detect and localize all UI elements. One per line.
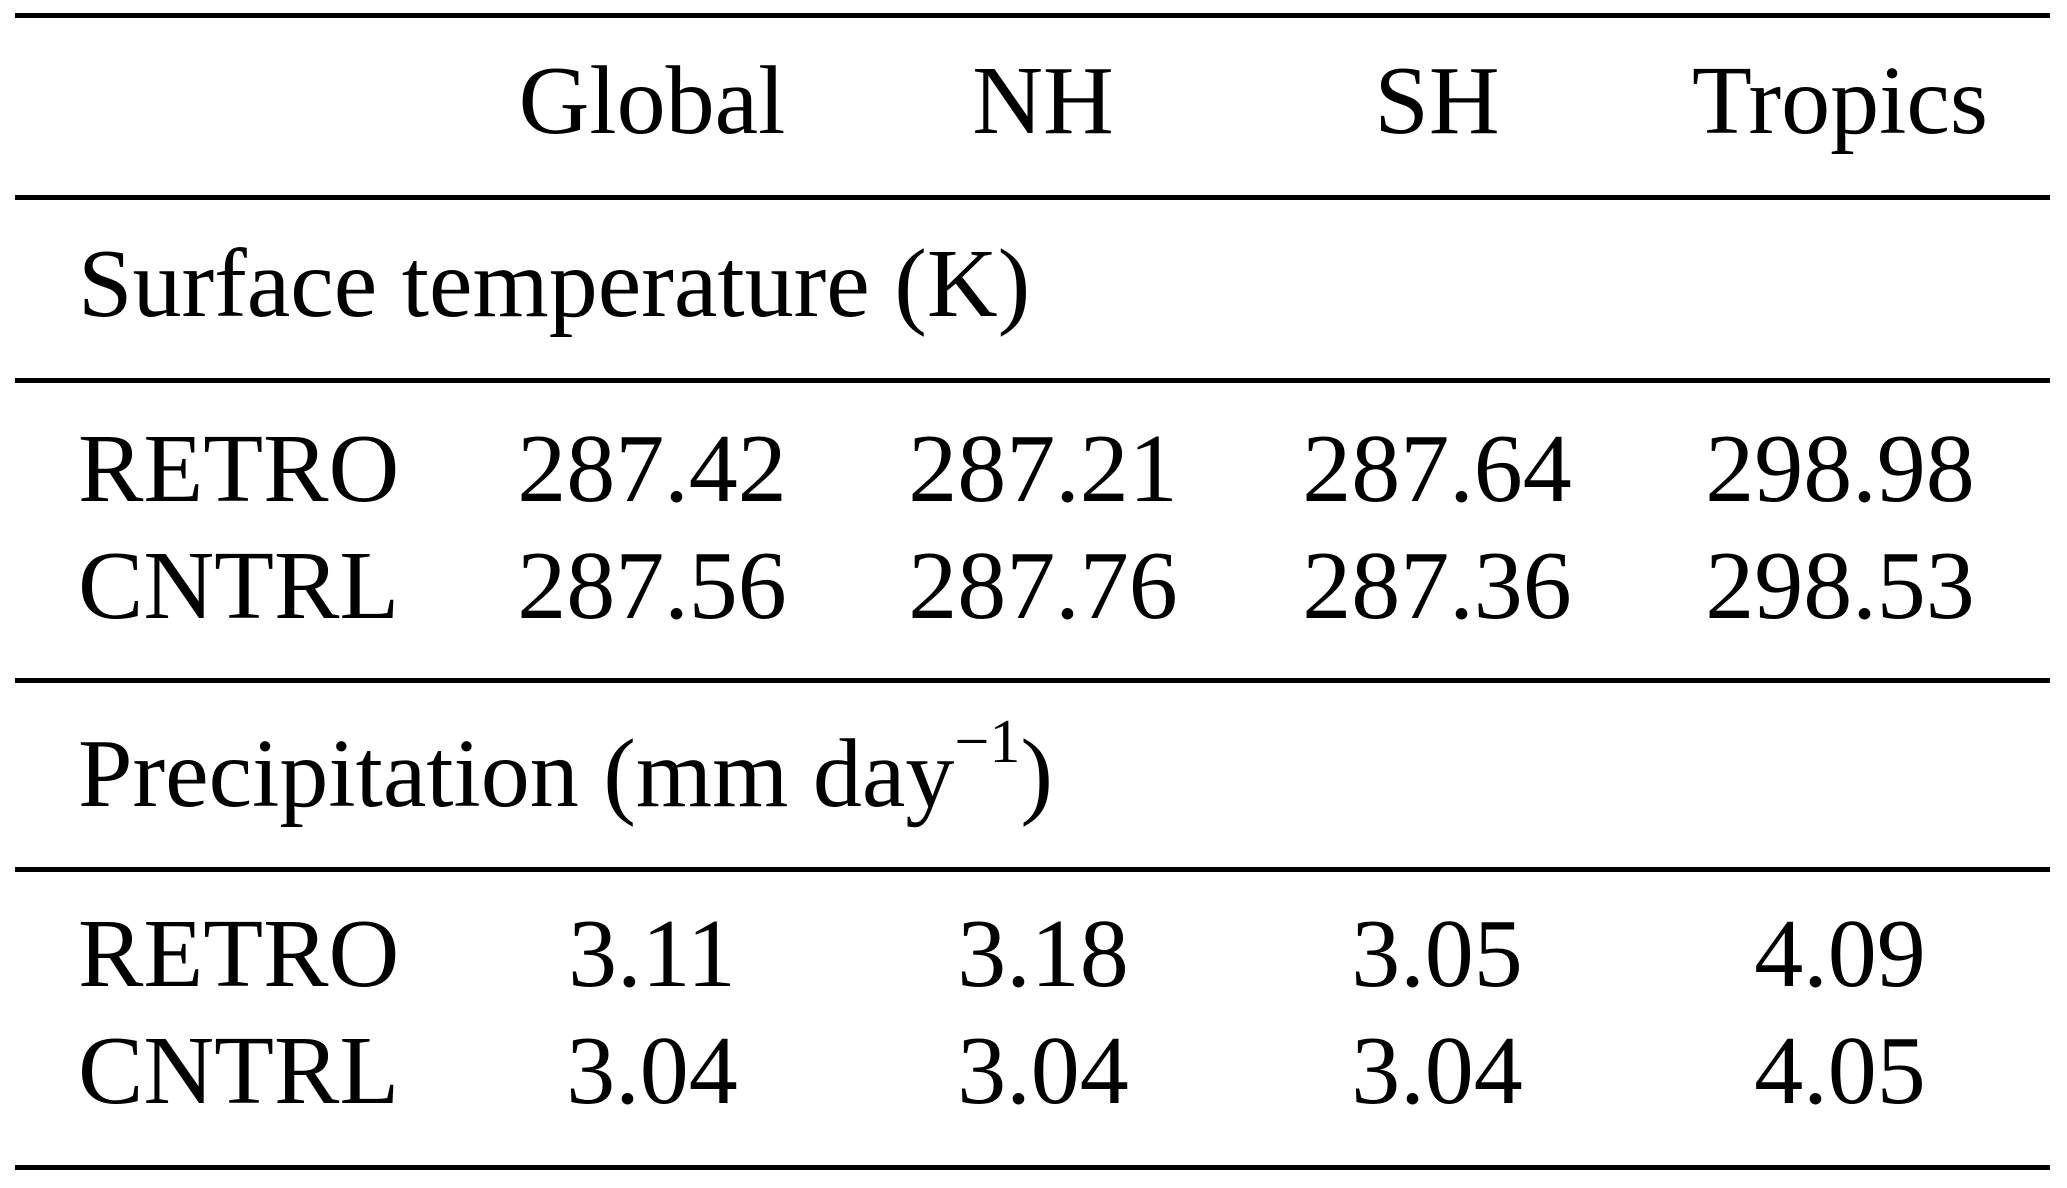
table-cell: 287.76 — [908, 532, 1178, 640]
section-title-exponent: −1 — [954, 708, 1021, 776]
col-header-tropics: Tropics — [1692, 47, 1988, 155]
col-header-sh: SH — [1374, 47, 1500, 155]
table-cell: 3.05 — [1351, 900, 1523, 1008]
table-cell: 287.64 — [1302, 415, 1572, 523]
col-header-global: Global — [518, 47, 786, 155]
table-cell: 4.09 — [1754, 900, 1926, 1008]
section-rule — [15, 867, 2050, 872]
bottom-rule — [15, 1165, 2050, 1170]
table-cell: 287.21 — [908, 415, 1178, 523]
section-title-text: Precipitation (mm day — [78, 720, 955, 828]
row-label: RETRO — [78, 415, 400, 523]
table-cell: 298.53 — [1705, 532, 1975, 640]
table-cell: 3.04 — [957, 1017, 1129, 1125]
row-label: CNTRL — [78, 532, 400, 640]
table-cell: 3.11 — [568, 900, 736, 1008]
table-cell: 298.98 — [1705, 415, 1975, 523]
table-cell: 287.56 — [517, 532, 787, 640]
table-cell: 3.04 — [1351, 1017, 1523, 1125]
header-rule — [15, 195, 2050, 200]
row-label: RETRO — [78, 900, 400, 1008]
top-rule — [15, 13, 2050, 18]
table-cell: 3.18 — [957, 900, 1129, 1008]
section-title-surface-temperature: Surface temperature (K) — [78, 230, 1031, 338]
table-cell: 287.42 — [517, 415, 787, 523]
table-cell: 3.04 — [566, 1017, 738, 1125]
table-cell: 4.05 — [1754, 1017, 1926, 1125]
section-title-precipitation: Precipitation (mm day−1) — [78, 711, 1053, 823]
section-rule — [15, 378, 2050, 383]
section-title-close: ) — [1020, 720, 1053, 828]
section-rule — [15, 678, 2050, 683]
col-header-nh: NH — [972, 47, 1114, 155]
table-cell: 287.36 — [1302, 532, 1572, 640]
row-label: CNTRL — [78, 1017, 400, 1125]
